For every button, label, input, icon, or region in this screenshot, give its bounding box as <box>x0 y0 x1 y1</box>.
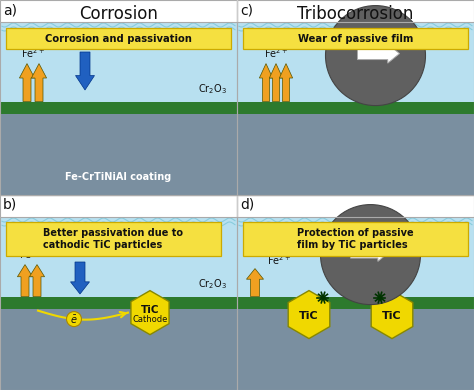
Bar <box>237 217 474 390</box>
Circle shape <box>66 312 82 326</box>
Bar <box>0 22 237 195</box>
FancyArrow shape <box>259 64 273 101</box>
Text: O$_2$: O$_2$ <box>78 33 92 47</box>
Bar <box>0 195 237 390</box>
FancyArrow shape <box>246 269 264 296</box>
Text: TiC: TiC <box>382 310 402 321</box>
FancyArrow shape <box>350 244 389 261</box>
Text: Fe$^{2+}$: Fe$^{2+}$ <box>264 46 288 60</box>
Text: Fe$^{2+}$: Fe$^{2+}$ <box>267 253 291 267</box>
Bar <box>0 114 237 195</box>
Circle shape <box>320 295 326 300</box>
Bar <box>0 217 237 390</box>
Text: Cr$_2$O$_3$: Cr$_2$O$_3$ <box>198 277 227 291</box>
Bar <box>0 217 237 296</box>
Bar <box>237 296 474 309</box>
Bar <box>0 101 237 114</box>
Text: Corrosion: Corrosion <box>79 5 158 23</box>
FancyBboxPatch shape <box>243 28 468 49</box>
FancyArrow shape <box>357 44 400 63</box>
Text: Fe$^{2+}$: Fe$^{2+}$ <box>19 247 43 261</box>
Text: d): d) <box>240 198 254 212</box>
Text: Fe$^{2+}$: Fe$^{2+}$ <box>21 46 45 60</box>
Bar <box>237 22 474 101</box>
FancyArrow shape <box>279 64 292 101</box>
Text: $\bar{e}$: $\bar{e}$ <box>70 314 78 326</box>
FancyArrow shape <box>31 64 46 101</box>
Polygon shape <box>371 291 413 339</box>
Bar <box>237 22 474 195</box>
Circle shape <box>326 5 426 106</box>
Bar <box>237 114 474 195</box>
FancyBboxPatch shape <box>243 222 468 256</box>
Circle shape <box>377 295 383 300</box>
Bar <box>237 309 474 390</box>
Text: Protection of passive
film by TiC particles: Protection of passive film by TiC partic… <box>297 228 414 250</box>
FancyArrow shape <box>18 264 33 296</box>
Bar <box>237 195 474 390</box>
Bar <box>237 101 474 114</box>
FancyArrow shape <box>269 64 283 101</box>
Text: Cathode: Cathode <box>132 315 168 324</box>
Circle shape <box>320 205 420 305</box>
Text: a): a) <box>3 3 17 17</box>
Polygon shape <box>288 291 330 339</box>
Text: Corrosion and passivation: Corrosion and passivation <box>45 34 192 44</box>
Text: TiC: TiC <box>141 305 159 315</box>
Bar <box>0 309 237 390</box>
Text: O$_2$: O$_2$ <box>73 243 87 257</box>
FancyArrow shape <box>29 264 45 296</box>
Bar <box>237 217 474 296</box>
Bar <box>0 0 237 195</box>
Text: Better passivation due to
cathodic TiC particles: Better passivation due to cathodic TiC p… <box>44 228 183 250</box>
FancyArrow shape <box>19 64 35 101</box>
Text: TiC: TiC <box>299 310 319 321</box>
Polygon shape <box>131 291 169 335</box>
Bar <box>0 296 237 309</box>
FancyArrow shape <box>75 52 94 90</box>
Bar <box>0 22 237 101</box>
Text: Tribocorrosion: Tribocorrosion <box>297 5 414 23</box>
Bar <box>237 0 474 195</box>
Text: Wear of passive film: Wear of passive film <box>298 34 413 44</box>
FancyBboxPatch shape <box>6 222 221 256</box>
Text: Cr$_2$O$_3$: Cr$_2$O$_3$ <box>198 82 227 96</box>
Text: Fe-CrTiNiAl coating: Fe-CrTiNiAl coating <box>65 172 172 182</box>
FancyArrow shape <box>71 262 90 294</box>
Text: c): c) <box>240 3 253 17</box>
Text: b): b) <box>3 198 17 212</box>
FancyBboxPatch shape <box>6 28 231 49</box>
